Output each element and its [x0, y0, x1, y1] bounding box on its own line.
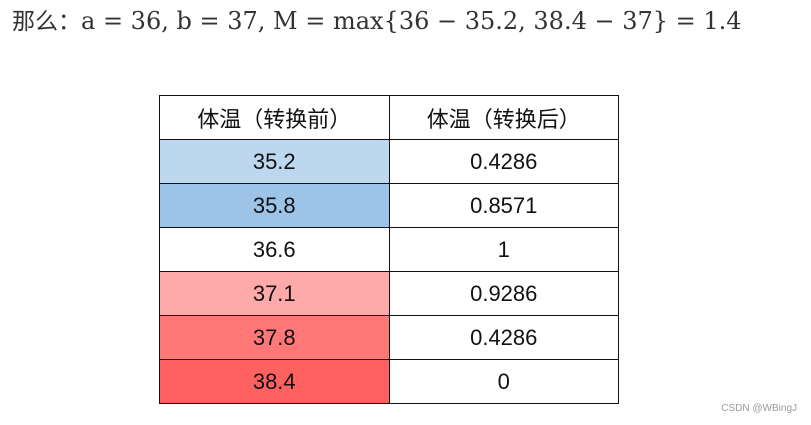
- table-row: 37.1 0.9286: [159, 271, 619, 316]
- cell-after: 0.4286: [388, 139, 619, 184]
- cell-before: 35.8: [159, 183, 390, 228]
- table-row: 38.4 0: [159, 359, 619, 404]
- table-row: 35.8 0.8571: [159, 183, 619, 228]
- cell-before: 35.2: [159, 139, 390, 184]
- header-after: 体温（转换后）: [388, 95, 619, 140]
- cell-after: 0: [388, 359, 619, 404]
- cell-before: 37.1: [159, 271, 390, 316]
- cell-after: 1: [388, 227, 619, 272]
- watermark: CSDN @WBingJ: [721, 403, 797, 414]
- cell-after: 0.9286: [388, 271, 619, 316]
- table-row: 37.8 0.4286: [159, 315, 619, 360]
- formula-expression: a = 36, b = 37, M = max{36 − 35.2, 38.4 …: [81, 7, 742, 35]
- table-row: 35.2 0.4286: [159, 139, 619, 184]
- formula-line: 那么：a = 36, b = 37, M = max{36 − 35.2, 38…: [12, 2, 742, 40]
- cell-after: 0.8571: [388, 183, 619, 228]
- cell-before: 37.8: [159, 315, 390, 360]
- cell-after: 0.4286: [388, 315, 619, 360]
- formula-prefix: 那么：: [12, 9, 81, 35]
- cell-before: 38.4: [159, 359, 390, 404]
- temperature-table: 体温（转换前） 体温（转换后） 35.2 0.4286 35.8 0.8571 …: [159, 95, 619, 404]
- table-row: 36.6 1: [159, 227, 619, 272]
- cell-before: 36.6: [159, 227, 390, 272]
- header-before: 体温（转换前）: [159, 95, 390, 140]
- table-header-row: 体温（转换前） 体温（转换后）: [159, 95, 619, 140]
